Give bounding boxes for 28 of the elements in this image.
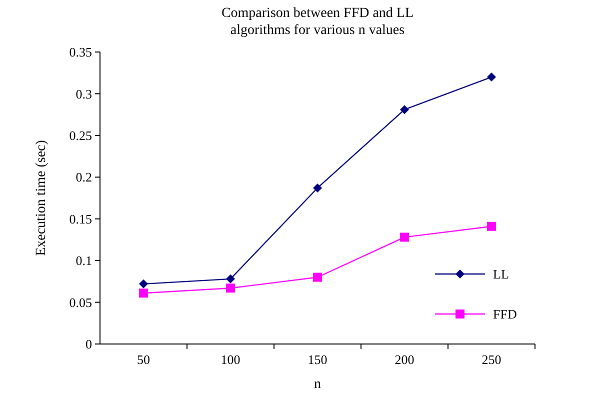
x-tick-label: 250 (482, 352, 502, 367)
y-tick-label: 0.25 (69, 128, 92, 143)
point (226, 274, 235, 284)
x-axis-title: n (314, 377, 321, 392)
point (139, 288, 148, 298)
x-tick-label: 100 (220, 352, 240, 367)
y-tick-label: 0.05 (69, 294, 92, 310)
point (487, 72, 496, 82)
y-tick-label: 0 (86, 336, 92, 352)
point (487, 222, 496, 231)
point (139, 279, 148, 288)
legend-label: LL (493, 266, 509, 282)
legend-label: FFD (493, 306, 517, 322)
y-tick-label: 0.2 (76, 170, 92, 185)
y-axis-title: Execution time (sec) (34, 140, 49, 256)
point (313, 272, 322, 282)
y-tick-label: 0.3 (76, 86, 92, 102)
point (226, 284, 235, 293)
y-tick-label: 0.1 (76, 253, 92, 268)
y-tick-label: 0.15 (69, 211, 92, 226)
x-tick-label: 50 (137, 352, 150, 367)
y-tick-label: 0.35 (69, 44, 92, 60)
point (400, 105, 409, 114)
point (313, 183, 322, 192)
x-tick-label: 150 (308, 352, 328, 367)
point (400, 232, 409, 242)
chart-title: Comparison between FFD and LL algorithms for various n values (221, 6, 414, 38)
x-tick-label: 200 (394, 352, 414, 367)
